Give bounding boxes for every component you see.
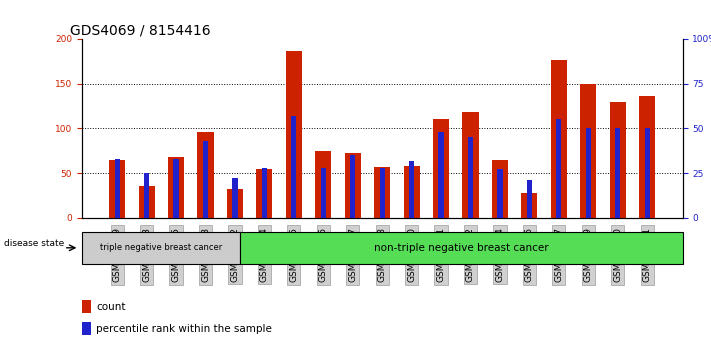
Text: non-triple negative breast cancer: non-triple negative breast cancer — [374, 243, 548, 253]
Bar — [551, 61, 567, 218]
Bar — [262, 168, 267, 218]
Text: percentile rank within the sample: percentile rank within the sample — [96, 324, 272, 334]
Bar — [644, 129, 650, 218]
Bar — [404, 166, 419, 218]
Bar — [580, 84, 597, 218]
Bar — [203, 141, 208, 218]
Bar — [350, 155, 356, 218]
Bar — [609, 102, 626, 218]
Bar — [345, 153, 360, 218]
Text: triple negative breast cancer: triple negative breast cancer — [100, 243, 222, 252]
Bar — [256, 169, 272, 218]
Bar — [232, 178, 237, 218]
Bar — [109, 160, 125, 218]
Bar — [227, 189, 243, 218]
Bar — [615, 129, 621, 218]
Bar — [173, 159, 178, 218]
Bar — [82, 322, 91, 335]
Bar — [492, 160, 508, 218]
Bar — [527, 180, 532, 218]
Bar — [82, 232, 240, 264]
Bar — [374, 167, 390, 218]
Bar — [462, 112, 479, 218]
Bar — [114, 159, 120, 218]
Text: count: count — [96, 302, 125, 312]
Bar — [292, 116, 296, 218]
Bar — [240, 232, 683, 264]
Bar — [521, 193, 538, 218]
Bar — [286, 51, 302, 218]
Bar — [556, 119, 562, 218]
Bar — [639, 96, 656, 218]
Bar — [409, 160, 415, 218]
Bar — [144, 173, 149, 218]
Text: disease state: disease state — [4, 239, 64, 249]
Bar — [380, 168, 385, 218]
Bar — [497, 170, 503, 218]
Bar — [198, 132, 213, 218]
Bar — [168, 157, 184, 218]
Bar — [321, 168, 326, 218]
Bar — [315, 151, 331, 218]
Bar — [82, 300, 91, 313]
Text: GDS4069 / 8154416: GDS4069 / 8154416 — [70, 24, 210, 38]
Bar — [468, 137, 473, 218]
Bar — [139, 185, 155, 218]
Bar — [586, 129, 591, 218]
Bar — [433, 119, 449, 218]
Bar — [439, 132, 444, 218]
